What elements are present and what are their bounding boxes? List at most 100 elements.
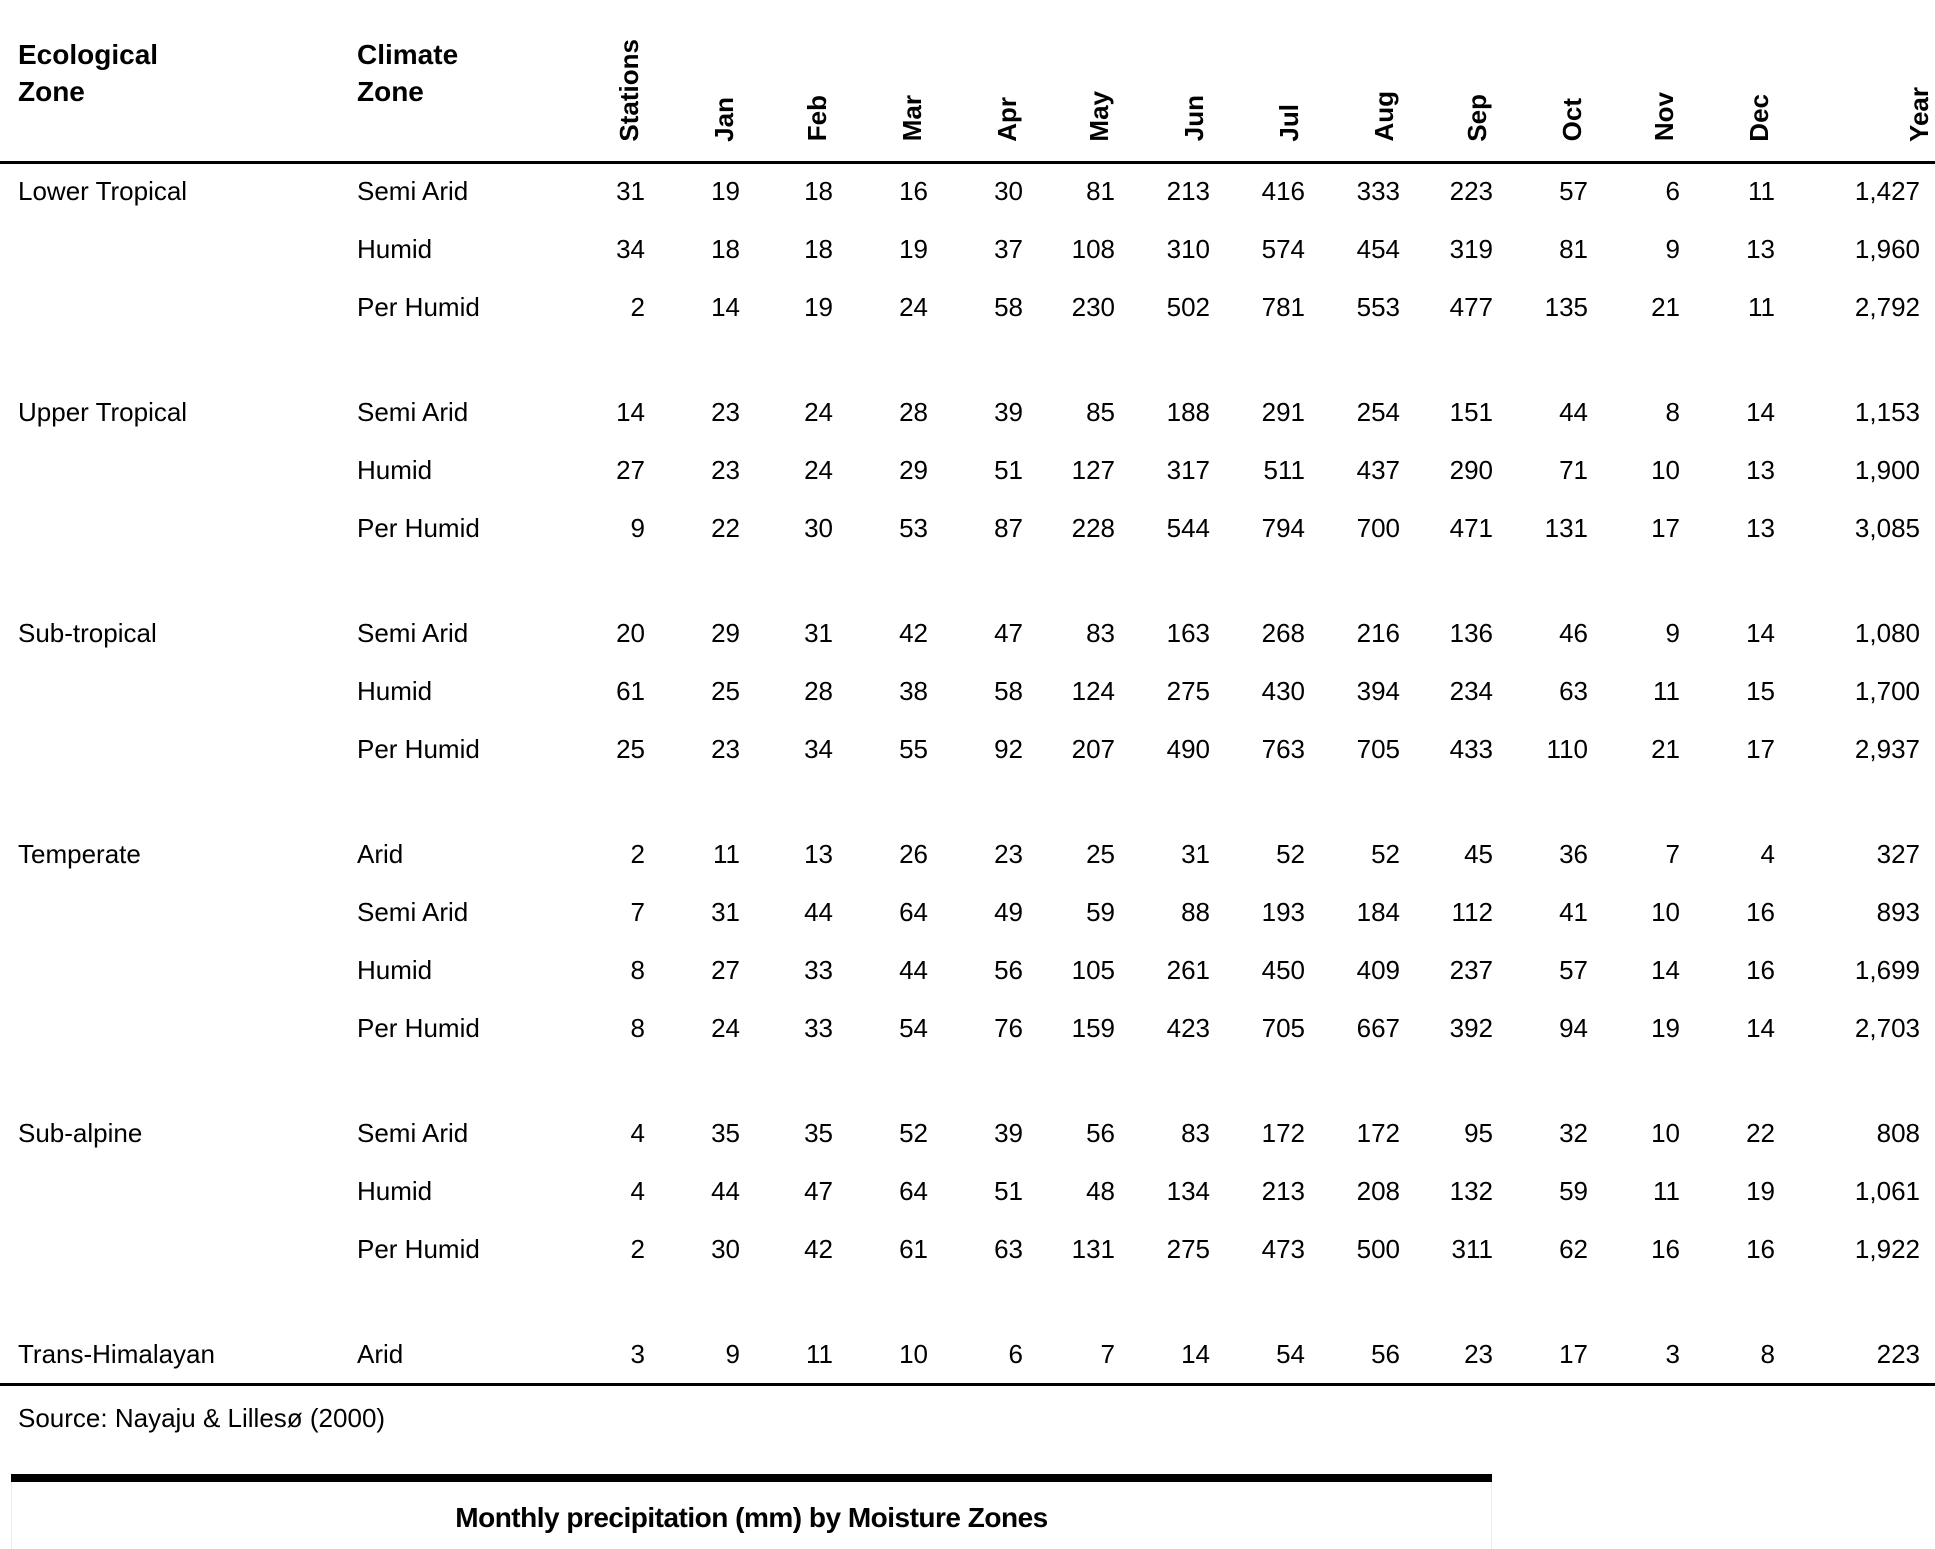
value-cell: 51 <box>994 454 1023 485</box>
value-cell: 11 <box>1748 291 1775 322</box>
value-cell: 15 <box>1746 675 1775 706</box>
table-bottom-rule <box>0 1383 1935 1386</box>
rotated-header-label: Stations <box>614 38 645 142</box>
value-cell: 31 <box>804 617 833 648</box>
value-cell: 135 <box>1544 291 1588 322</box>
value-cell: 52 <box>1276 838 1305 869</box>
value-cell: 208 <box>1356 1175 1400 1206</box>
value-cell: 8 <box>630 954 645 985</box>
value-cell: 1,700 <box>1854 675 1920 706</box>
value-cell: 23 <box>1464 1338 1493 1369</box>
value-cell: 52 <box>899 1117 928 1148</box>
value-cell: 31 <box>616 176 645 207</box>
value-cell: 193 <box>1261 896 1305 927</box>
chart-top-border <box>11 1474 1492 1482</box>
value-cell: 7 <box>1665 838 1680 869</box>
value-cell: 14 <box>1746 396 1775 427</box>
value-cell: 56 <box>994 954 1023 985</box>
rotated-header-label: Sep <box>1462 93 1493 142</box>
group-spacer <box>0 336 1935 383</box>
value-cell: 47 <box>804 1175 833 1206</box>
value-cell: 450 <box>1261 954 1305 985</box>
table-row: Humid 8 27 33 44 56 105 261 450 409 237 57 14 16 1,699 <box>0 941 1935 999</box>
value-cell: 490 <box>1166 733 1210 764</box>
value-cell: 14 <box>1181 1338 1210 1369</box>
value-cell: 392 <box>1449 1012 1493 1043</box>
value-cell: 705 <box>1356 733 1400 764</box>
value-cell: 57 <box>1559 954 1588 985</box>
value-cell: 46 <box>1559 617 1588 648</box>
col-header-may: May <box>1023 0 1115 164</box>
value-cell: 34 <box>616 233 645 264</box>
value-cell: 228 <box>1071 512 1115 543</box>
value-cell: 234 <box>1449 675 1493 706</box>
climate-zone-cell: Semi Arid <box>357 1117 469 1148</box>
value-cell: 333 <box>1356 176 1400 207</box>
value-cell: 64 <box>899 896 928 927</box>
climate-zone-cell: Per Humid <box>357 733 480 764</box>
precipitation-table: Ecological Zone Climate Zone Stations Jan… <box>0 0 1935 1369</box>
value-cell: 433 <box>1449 733 1493 764</box>
value-cell: 29 <box>711 617 740 648</box>
ecological-zone-cell <box>0 1162 340 1220</box>
col-header-jun: Jun <box>1115 0 1210 164</box>
value-cell: 85 <box>1086 396 1115 427</box>
table-row: Per Humid 9 22 30 53 87 228 544 794 700 471 131 17 13… <box>0 499 1935 557</box>
value-cell: 58 <box>994 675 1023 706</box>
value-cell: 544 <box>1166 512 1210 543</box>
col-header-apr: Apr <box>928 0 1023 164</box>
value-cell: 14 <box>1651 954 1680 985</box>
value-cell: 327 <box>1876 838 1920 869</box>
value-cell: 76 <box>994 1012 1023 1043</box>
value-cell: 63 <box>994 1233 1023 1264</box>
value-cell: 1,427 <box>1854 176 1920 207</box>
col-header-mar: Mar <box>833 0 928 164</box>
rotated-header-label: Jan <box>709 96 740 142</box>
value-cell: 59 <box>1559 1175 1588 1206</box>
value-cell: 44 <box>1559 396 1588 427</box>
value-cell: 19 <box>711 176 740 207</box>
value-cell: 502 <box>1166 291 1210 322</box>
col-header-line: Zone <box>18 75 85 107</box>
value-cell: 13 <box>1746 512 1775 543</box>
ecological-zone-cell <box>0 883 340 941</box>
value-cell: 151 <box>1449 396 1493 427</box>
value-cell: 2 <box>630 838 645 869</box>
value-cell: 21 <box>1651 733 1680 764</box>
value-cell: 55 <box>899 733 928 764</box>
rotated-header-label: Oct <box>1557 98 1588 142</box>
value-cell: 188 <box>1166 396 1210 427</box>
table-row: Humid 27 23 24 29 51 127 317 511 437 290 71 10 13 1,90… <box>0 441 1935 499</box>
value-cell: 216 <box>1356 617 1400 648</box>
value-cell: 39 <box>994 396 1023 427</box>
rotated-header-label: Jun <box>1179 95 1210 142</box>
value-cell: 61 <box>899 1233 928 1264</box>
value-cell: 81 <box>1559 233 1588 264</box>
value-cell: 7 <box>1100 1338 1115 1369</box>
value-cell: 6 <box>1008 1338 1023 1369</box>
value-cell: 94 <box>1559 1012 1588 1043</box>
value-cell: 63 <box>1559 675 1588 706</box>
value-cell: 275 <box>1166 1233 1210 1264</box>
rotated-header-label: Apr <box>992 96 1023 142</box>
value-cell: 409 <box>1356 954 1400 985</box>
value-cell: 18 <box>804 176 833 207</box>
col-header-nov: Nov <box>1588 0 1680 164</box>
value-cell: 4 <box>1760 838 1775 869</box>
col-header-line: Climate <box>357 38 459 70</box>
value-cell: 28 <box>899 396 928 427</box>
value-cell: 51 <box>994 1175 1023 1206</box>
value-cell: 81 <box>1086 176 1115 207</box>
value-cell: 16 <box>1651 1233 1680 1264</box>
value-cell: 2 <box>630 1233 645 1264</box>
value-cell: 24 <box>804 454 833 485</box>
table-row: Humid 4 44 47 64 51 48 134 213 208 132 59 11 19 1,061 <box>0 1162 1935 1220</box>
value-cell: 8 <box>630 1012 645 1043</box>
value-cell: 14 <box>711 291 740 322</box>
value-cell: 8 <box>1760 1338 1775 1369</box>
chart-title: Monthly precipitation (mm) by Moisture Z… <box>455 1502 1048 1533</box>
climate-zone-cell: Per Humid <box>357 291 480 322</box>
climate-zone-cell: Semi Arid <box>357 896 469 927</box>
col-header-line: Zone <box>357 75 424 107</box>
value-cell: 23 <box>711 396 740 427</box>
